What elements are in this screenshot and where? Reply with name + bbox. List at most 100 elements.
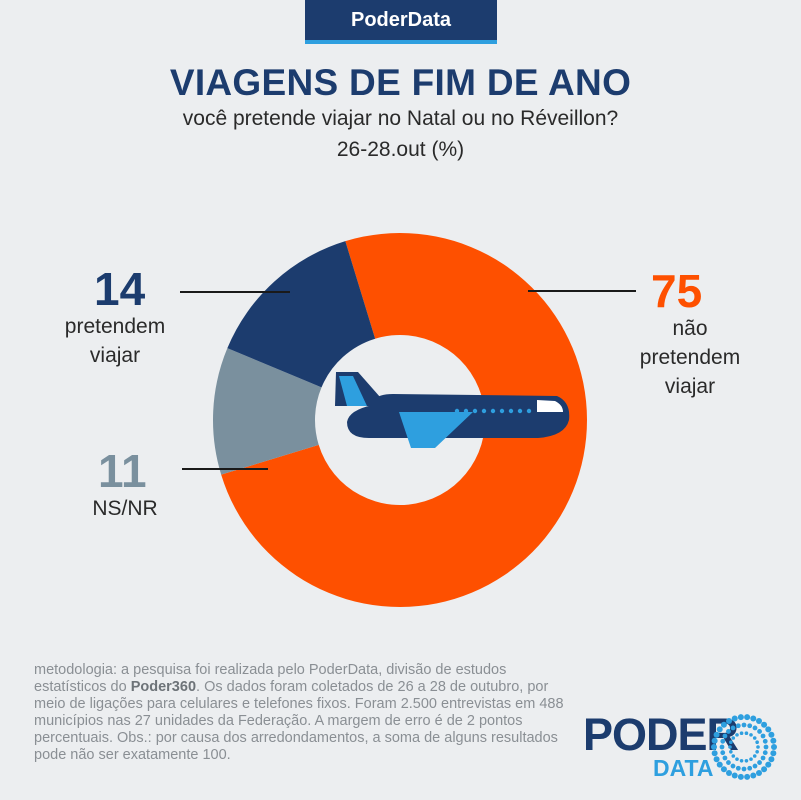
sunburst-dot [747,723,753,729]
sunburst-dot [720,721,727,728]
sunburst-icon [711,714,777,780]
sunburst-dot [711,750,718,757]
sunburst-dot [744,758,749,763]
sunburst-dot [741,766,747,772]
sunburst-dot [763,744,769,750]
sunburst-dot [750,715,757,722]
sunburst-dot [762,738,768,744]
sunburst-dot [729,740,733,745]
label-pretendem: pretendem viajar [45,312,185,370]
sunburst-dot [729,749,733,754]
sunburst-dot [752,736,757,740]
sunburst-dot [730,763,736,769]
value-nao-pretendem: 75 [651,265,703,317]
slice-1 [213,348,322,475]
leader-lines [180,290,636,470]
label-nao-pretendem: não pretendem viajar [620,314,760,401]
sunburst-dot [747,765,753,771]
sunburst-dot [713,756,720,763]
sunburst-dot [771,744,777,750]
sunburst-dot [731,772,738,779]
sunburst-dot [762,750,768,756]
slice-0 [221,233,587,607]
methodology-bold: Poder360 [130,679,197,695]
label-nsnr: NS/NR [55,494,195,523]
sunburst-dot [757,729,762,734]
sunburst-dot [752,725,758,731]
sunburst-dot [716,726,723,733]
sunburst-dot [765,761,772,768]
logo-word-data: DATA [653,755,714,781]
sunburst-dot [761,721,768,728]
sunburst-dot [756,745,760,749]
sunburst-dot [726,718,732,725]
sunburst-dot [731,754,736,758]
chart-title: VIAGENS DE FIM DE ANO [169,62,632,103]
sunburst-dot [739,731,744,736]
sunburst-dot [770,737,777,744]
chart-subtitle: você pretende viajar no Natal ou no Réve… [182,107,619,130]
methodology-prefix: metodologia: a pesquisa foi realizada pe… [34,662,507,695]
sunburst-dot [735,733,739,737]
sunburst-dot [720,750,726,756]
label-line: não [672,317,708,340]
sunburst-dot [744,714,751,721]
slice-2 [227,241,376,388]
sunburst-dot [770,750,777,757]
sunburst-dot [752,754,757,758]
sunburst-dot [735,765,741,771]
value-pretendem: 14 [94,263,146,315]
label-line: viajar [89,344,141,367]
sunburst-dot [731,736,736,740]
sunburst-dot [760,755,766,761]
sunburst-dot [713,731,720,738]
brand-tab-label: PoderData [350,8,452,31]
sunburst-dot [722,733,728,739]
sunburst-dot [752,763,758,769]
label-line: pretendem [639,346,741,369]
methodology-suffix: . Os dados foram coletados de 26 a 28 de… [34,679,564,763]
sunburst-dot [749,733,753,737]
sunburst-dot [739,758,744,763]
sunburst-dot [768,756,775,763]
sunburst-dot [750,772,757,779]
sunburst-dot [749,757,753,761]
sunburst-dot [720,766,727,773]
sunburst-dot [765,726,772,733]
slices-group [213,233,587,607]
chart-date: 26-28.out (%) [336,138,465,161]
sunburst-dot [737,714,744,721]
label-line: pretendem [64,315,166,338]
sunburst-dot [730,725,736,731]
sunburst-dot [741,722,747,728]
brand-tab: PoderData [305,0,497,44]
sunburst-dot [744,731,749,736]
methodology-note: metodologia: a pesquisa foi realizada pe… [34,662,569,764]
sunburst-dot [755,740,759,745]
sunburst-dot [737,773,744,780]
sunburst-dot [735,757,739,761]
sunburst-dot [755,749,759,754]
label-line: NS/NR [92,497,158,520]
sunburst-dot [726,769,732,776]
sunburst-dot [720,738,726,744]
sunburst-dot [757,760,762,765]
sunburst-dot [756,718,762,725]
sunburst-dot [719,744,725,750]
value-nsnr: 11 [98,445,147,497]
sunburst-dot [722,755,728,761]
sunburst-dot [726,729,731,734]
sunburst-dot [761,766,768,773]
sunburst-dot [731,715,738,722]
sunburst-dot [726,760,731,765]
poderdata-logo: PODER DATA [583,712,783,782]
sunburst-dot [744,773,751,780]
airplane-icon [335,372,570,448]
sunburst-dot [735,723,741,729]
sunburst-dot [760,733,766,739]
sunburst-dot [711,744,717,750]
sunburst-dot [728,745,732,749]
sunburst-dot [768,731,775,738]
sunburst-dot [756,769,762,776]
